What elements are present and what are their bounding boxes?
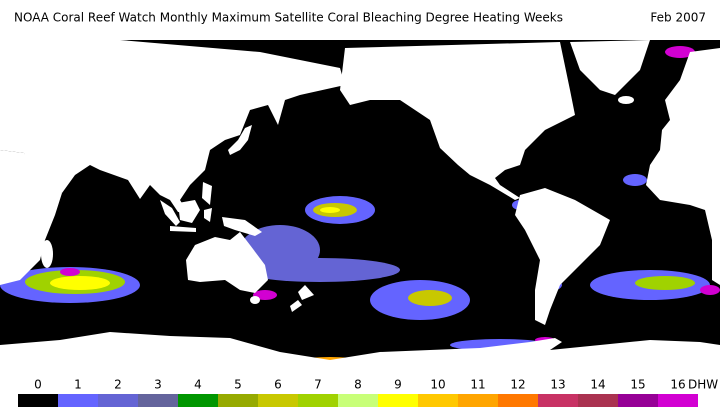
legend-swatch <box>138 394 178 407</box>
legend-swatch <box>658 394 698 407</box>
legend-tick-label: 14 <box>590 378 605 392</box>
legend-unit: DHW <box>688 378 718 392</box>
legend-tick-label: 9 <box>394 378 402 392</box>
legend-tick-label: 4 <box>194 378 202 392</box>
legend-tick-label: 3 <box>154 378 162 392</box>
legend: 0 1 2 3 4 5 6 7 8 9 10 11 12 13 14 15 16 DHW <box>18 378 718 407</box>
legend-tick-label: 12 <box>510 378 525 392</box>
legend-swatch <box>178 394 218 407</box>
legend-swatch <box>338 394 378 407</box>
legend-swatch <box>378 394 418 407</box>
legend-tick-label: 16 <box>670 378 685 392</box>
legend-tick-label: 10 <box>430 378 445 392</box>
legend-tick-label: 11 <box>470 378 485 392</box>
legend-swatch <box>218 394 258 407</box>
legend-tick-label: 15 <box>630 378 645 392</box>
legend-tick-label: 5 <box>234 378 242 392</box>
legend-swatch <box>418 394 458 407</box>
legend-tick-label: 6 <box>274 378 282 392</box>
land <box>0 40 720 372</box>
legend-swatch <box>298 394 338 407</box>
date: Feb 2007 <box>650 11 706 25</box>
legend-tick-label: 2 <box>114 378 122 392</box>
legend-swatch <box>618 394 658 407</box>
map <box>0 40 720 372</box>
legend-swatch <box>578 394 618 407</box>
legend-swatch <box>458 394 498 407</box>
legend-swatch <box>498 394 538 407</box>
legend-swatch <box>58 394 98 407</box>
legend-tick-label: 8 <box>354 378 362 392</box>
legend-tick-label: 7 <box>314 378 322 392</box>
legend-swatch <box>258 394 298 407</box>
title: NOAA Coral Reef Watch Monthly Maximum Sa… <box>14 11 563 25</box>
legend-swatch <box>98 394 138 407</box>
legend-tick-label: 1 <box>74 378 82 392</box>
legend-tick-label: 0 <box>34 378 42 392</box>
legend-tick-label: 13 <box>550 378 565 392</box>
legend-swatch <box>18 394 58 407</box>
legend-swatch <box>538 394 578 407</box>
